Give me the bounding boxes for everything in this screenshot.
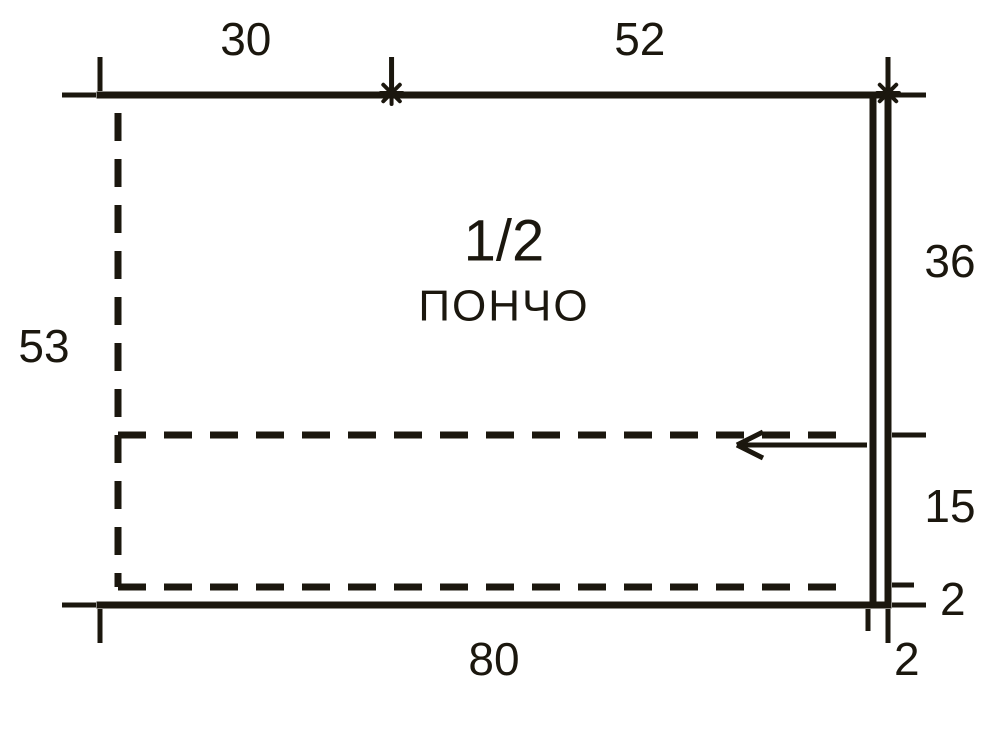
center-title: 1/2 bbox=[464, 208, 545, 273]
dim-top-left: 30 bbox=[220, 13, 271, 65]
dim-bottom-main: 80 bbox=[468, 633, 519, 685]
dim-right-lower: 15 bbox=[924, 480, 975, 532]
dim-bottom-right-small: 2 bbox=[894, 633, 920, 685]
dim-top-right: 52 bbox=[614, 13, 665, 65]
dim-right-upper: 36 bbox=[924, 235, 975, 287]
dim-left: 53 bbox=[18, 320, 69, 372]
center-subtitle: ПОНЧО bbox=[418, 282, 589, 331]
dim-right-bottom-small: 2 bbox=[940, 573, 966, 625]
pattern-diagram: 30 52 53 36 15 2 80 2 1/2 ПОНЧО bbox=[0, 0, 1000, 750]
